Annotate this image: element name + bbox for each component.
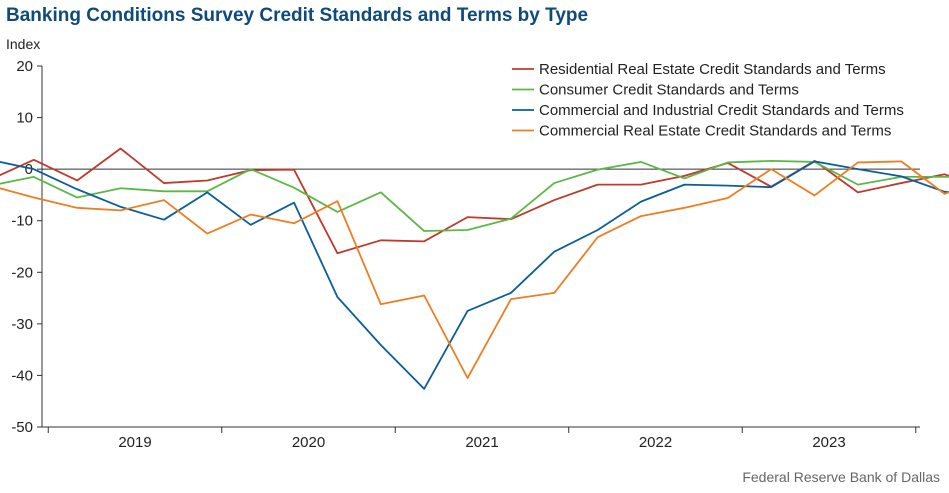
y-tick-label: -10 — [11, 213, 33, 230]
y-tick-label: -20 — [11, 264, 33, 281]
y-tick-label: -30 — [11, 316, 33, 333]
x-tick-label: 2020 — [292, 434, 325, 451]
y-tick-label: 0 — [25, 161, 33, 178]
legend-entry: Residential Real Estate Credit Standards… — [539, 61, 886, 78]
y-tick-label: -50 — [11, 419, 33, 436]
source-note: Federal Reserve Bank of Dallas — [742, 469, 940, 485]
y-axis-label: Index — [6, 36, 41, 52]
chart-title: Banking Conditions Survey Credit Standar… — [6, 5, 589, 26]
x-tick-label: 2021 — [465, 434, 498, 451]
x-tick-label: 2023 — [812, 434, 845, 451]
y-tick-label: -40 — [11, 367, 33, 384]
y-tick-label: 10 — [16, 110, 33, 127]
legend-entry: Consumer Credit Standards and Terms — [539, 82, 799, 99]
series-line — [0, 160, 949, 390]
x-tick-label: 2022 — [639, 434, 672, 451]
legend-entry: Commercial and Industrial Credit Standar… — [539, 102, 904, 119]
series-line — [0, 159, 949, 232]
y-tick-label: 20 — [16, 58, 33, 75]
x-tick-label: 2019 — [118, 434, 151, 451]
series-line — [0, 160, 949, 379]
series-line — [0, 147, 949, 255]
legend-entry: Commercial Real Estate Credit Standards … — [539, 123, 891, 140]
